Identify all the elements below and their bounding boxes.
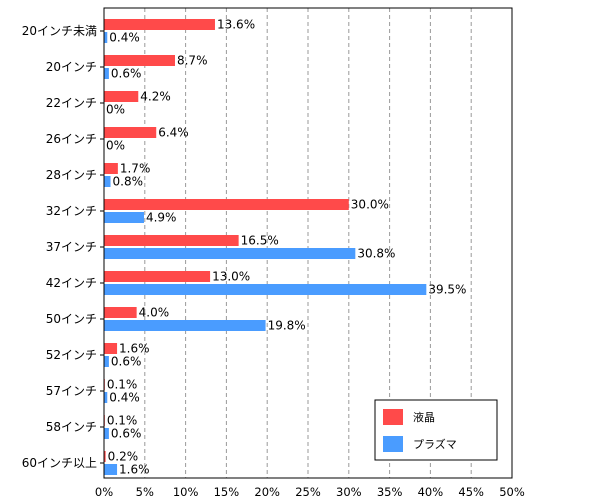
axes [100, 7, 513, 479]
plasma-value-label: 0.8% [113, 175, 144, 189]
category-label: 52インチ [46, 348, 97, 362]
plasma-value-label: 0% [106, 139, 125, 153]
plasma-value-label: 0% [106, 103, 125, 117]
lcd-bar [104, 19, 215, 30]
category-label: 42インチ [46, 276, 97, 290]
plasma-bar [104, 248, 356, 259]
bars [104, 19, 427, 475]
lcd-value-label: 1.6% [119, 342, 150, 356]
category-label: 20インチ [46, 60, 97, 74]
plasma-value-label: 0.6% [111, 427, 141, 441]
plasma-bar [104, 464, 118, 475]
lcd-bar [104, 271, 211, 282]
plasma-value-label: 0.6% [111, 67, 141, 81]
grid-lines [144, 8, 472, 478]
x-tick-label: 40% [418, 485, 444, 499]
lcd-bar [104, 235, 239, 246]
plasma-bar [104, 68, 109, 79]
lcd-legend-swatch [383, 409, 403, 425]
plasma-bar [104, 428, 109, 439]
lcd-value-label: 4.2% [140, 90, 171, 104]
plasma-legend-label: プラズマ [413, 437, 457, 451]
labels: 0% 5% 10% 15% 20% 25% 30% 35% 40% 45% 50% 20インチ未満 13… [22, 18, 525, 500]
x-tick-label: 10% [173, 485, 199, 499]
lcd-value-label: 1.7% [120, 162, 151, 176]
plasma-bar [104, 320, 266, 331]
plasma-legend-swatch [383, 436, 403, 452]
category-label: 58インチ [46, 420, 97, 434]
x-tick-label: 35% [377, 485, 403, 499]
lcd-bar [104, 163, 118, 174]
lcd-value-label: 13.0% [212, 270, 250, 284]
lcd-bar [104, 451, 106, 462]
plasma-value-label: 1.6% [119, 463, 150, 477]
lcd-bar [104, 307, 137, 318]
plasma-value-label: 30.8% [357, 247, 395, 261]
category-label: 37インチ [46, 240, 97, 254]
category-label: 20インチ未満 [22, 24, 97, 38]
plasma-value-label: 0.4% [109, 391, 140, 405]
x-tick-label: 15% [214, 485, 240, 499]
lcd-bar [104, 127, 157, 138]
plasma-value-label: 0.4% [109, 31, 140, 45]
lcd-value-label: 30.0% [351, 198, 389, 212]
lcd-value-label: 13.6% [217, 18, 255, 32]
plasma-bar [104, 212, 144, 223]
lcd-value-label: 16.5% [241, 234, 279, 248]
lcd-bar [104, 343, 118, 354]
category-label: 50インチ [46, 312, 97, 326]
x-tick-label: 20% [254, 485, 280, 499]
lcd-bar [104, 55, 175, 66]
lcd-value-label: 4.0% [139, 306, 170, 320]
plasma-bar [104, 392, 108, 403]
plot-frame [103, 7, 513, 479]
category-label: 32インチ [46, 204, 97, 218]
plasma-value-label: 19.8% [268, 319, 306, 333]
x-tick-label: 25% [295, 485, 321, 499]
x-tick-label: 30% [336, 485, 362, 499]
lcd-bar [104, 91, 139, 102]
lcd-bar [104, 199, 349, 210]
plasma-bar [104, 284, 427, 295]
category-label: 28インチ [46, 168, 97, 182]
x-tick-label: 5% [136, 485, 154, 499]
category-label: 57インチ [46, 384, 97, 398]
category-label: 22インチ [46, 96, 97, 110]
plasma-bar [104, 32, 108, 43]
plasma-value-label: 4.9% [146, 211, 177, 225]
lcd-legend-label: 液晶 [413, 410, 435, 424]
lcd-value-label: 0.2% [108, 450, 139, 464]
lcd-value-label: 8.7% [177, 54, 208, 68]
plasma-value-label: 0.6% [111, 355, 141, 369]
lcd-value-label: 0.1% [107, 378, 138, 392]
category-label: 26インチ [46, 132, 97, 146]
plasma-bar [104, 176, 111, 187]
plasma-bar [104, 356, 109, 367]
plasma-value-label: 39.5% [428, 283, 466, 297]
x-tick-label: 45% [458, 485, 484, 499]
x-tick-label: 50% [499, 485, 525, 499]
lcd-value-label: 0.1% [107, 414, 138, 428]
lcd-value-label: 6.4% [158, 126, 189, 140]
category-label: 60インチ以上 [22, 456, 97, 470]
x-tick-label: 0% [95, 485, 113, 499]
